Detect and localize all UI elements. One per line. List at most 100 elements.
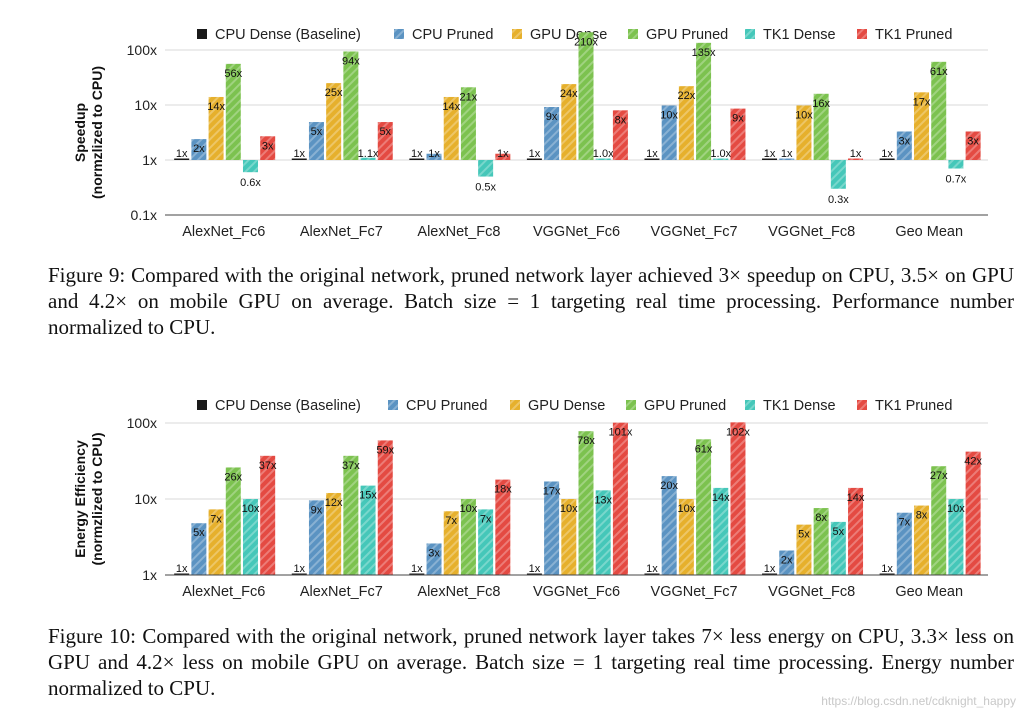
- bar-tk1-pruned: [495, 479, 511, 575]
- bar-tk1-dense: [478, 160, 494, 177]
- bar-cpu-pruned: [544, 106, 560, 160]
- bar-tk1-pruned: [730, 422, 746, 575]
- bar-cpu-dense-baseline: [644, 158, 660, 160]
- x-tick-label: VGGNet_Fc8: [768, 224, 855, 240]
- bar-value-label: 1.1x: [358, 148, 379, 160]
- bar-value-label: 5x: [833, 526, 845, 538]
- bar-value-label: 1x: [781, 148, 793, 160]
- legend-item-tk1-dense: TK1 Dense: [745, 398, 836, 414]
- bar-value-label: 21x: [460, 91, 478, 103]
- bar-tk1-pruned: [377, 440, 393, 575]
- legend-label: TK1 Dense: [763, 398, 836, 414]
- bar-gpu-pruned: [225, 63, 241, 161]
- bar-gpu-dense: [561, 84, 577, 160]
- bar-value-label: 13x: [594, 494, 612, 506]
- legend-swatch: [388, 400, 398, 410]
- x-tick-label: VGGNet_Fc7: [651, 584, 738, 600]
- bar-tk1-dense: [948, 160, 964, 169]
- bar-value-label: 10x: [677, 503, 695, 515]
- legend-swatch: [512, 29, 522, 39]
- bar-gpu-pruned: [813, 93, 829, 160]
- bar-value-label: 7x: [210, 513, 222, 525]
- legend-item-cpu-dense-baseline: CPU Dense (Baseline): [197, 27, 361, 43]
- legend-swatch: [857, 29, 867, 39]
- bar-cpu-dense-baseline: [291, 158, 307, 160]
- legend: CPU Dense (Baseline) CPU Pruned GPU Dense G…: [197, 398, 952, 414]
- bar-value-label: 1x: [881, 148, 893, 160]
- bar-value-label: 10x: [560, 503, 578, 515]
- bar-cpu-dense-baseline: [879, 158, 895, 160]
- legend-label: CPU Pruned: [406, 398, 487, 414]
- legend-label: CPU Dense (Baseline): [215, 27, 361, 43]
- bar-value-label: 1x: [428, 148, 440, 160]
- bar-value-label: 1x: [176, 563, 188, 575]
- x-tick-label: VGGNet_Fc7: [651, 224, 738, 240]
- legend-swatch: [745, 400, 755, 410]
- x-tick-label: AlexNet_Fc6: [182, 584, 265, 600]
- legend-label: CPU Dense (Baseline): [215, 398, 361, 414]
- bar-value-label: 101x: [608, 427, 632, 439]
- legend-label: CPU Pruned: [412, 27, 493, 43]
- bar-value-label: 56x: [224, 68, 242, 80]
- bar-cpu-pruned: [896, 131, 912, 160]
- y-tick-label: 10x: [134, 97, 157, 113]
- legend-swatch: [626, 400, 636, 410]
- bar-value-label: 1x: [646, 563, 658, 575]
- legend-item-gpu-dense: GPU Dense: [510, 398, 605, 414]
- bar-tk1-pruned: [495, 153, 511, 160]
- bar-value-label: 1.0x: [593, 148, 614, 160]
- bar-value-label: 2x: [193, 143, 205, 155]
- speedup-chart: CPU Dense (Baseline) CPU Pruned GPU Dense G…: [72, 27, 988, 240]
- legend-label: GPU Pruned: [644, 398, 726, 414]
- legend-label: TK1 Dense: [763, 27, 836, 43]
- bar-gpu-pruned: [578, 431, 594, 575]
- bar-tk1-dense: [830, 160, 846, 189]
- bar-value-label: 1x: [850, 148, 862, 160]
- bar-gpu-pruned: [696, 42, 712, 160]
- bar-cpu-dense-baseline: [174, 158, 190, 160]
- bar-tk1-dense: [713, 158, 729, 160]
- bar-value-label: 135x: [692, 47, 716, 59]
- bar-value-label: 24x: [560, 88, 578, 100]
- bar-value-label: 1x: [411, 563, 423, 575]
- y-tick-label: 10x: [134, 491, 157, 507]
- bar-value-label: 3x: [899, 135, 911, 147]
- legend-swatch: [394, 29, 404, 39]
- x-tick-label: VGGNet_Fc6: [533, 224, 620, 240]
- bar-tk1-pruned: [612, 110, 628, 160]
- bar-tk1-pruned: [612, 422, 628, 575]
- y-axis-label: (normzlized to CPU): [89, 433, 105, 566]
- bar-value-label: 7x: [445, 515, 457, 527]
- legend-swatch: [197, 400, 207, 410]
- bar-value-label: 20x: [660, 480, 678, 492]
- bar-value-label: 61x: [930, 66, 948, 78]
- bar-value-label: 17x: [543, 485, 561, 497]
- legend-item-tk1-pruned: TK1 Pruned: [857, 27, 952, 43]
- bar-value-label: 1x: [646, 148, 658, 160]
- bar-value-label: 0.6x: [240, 177, 261, 189]
- bar-gpu-dense: [208, 509, 224, 575]
- bar-group-vggnet-fc6: 1x 17x 10x 78x 13x 101x: [526, 422, 633, 575]
- bar-tk1-pruned: [965, 451, 981, 575]
- bar-group-geo-mean: 1x 7x 8x 27x 10x 42x: [879, 451, 982, 575]
- bar-value-label: 0.3x: [828, 194, 849, 206]
- bar-gpu-dense: [678, 499, 694, 575]
- bar-cpu-dense-baseline: [409, 158, 425, 160]
- bar-tk1-dense: [830, 521, 846, 575]
- bar-cpu-dense-baseline: [291, 573, 307, 575]
- legend-item-gpu-pruned: GPU Pruned: [628, 27, 728, 43]
- figure-10-caption: Figure 10: Compared with the original ne…: [48, 624, 1014, 700]
- bar-group-vggnet-fc7: 1x 20x 10x 61x 14x 102x: [644, 422, 750, 575]
- x-tick-label: Geo Mean: [895, 224, 963, 240]
- bar-gpu-pruned: [578, 32, 594, 160]
- bar-tk1-dense: [948, 499, 964, 575]
- y-tick-label: 100x: [127, 42, 157, 58]
- legend-label: GPU Dense: [528, 398, 605, 414]
- bar-gpu-pruned: [460, 499, 476, 575]
- bar-gpu-dense: [326, 83, 342, 160]
- bar-cpu-pruned: [426, 153, 442, 160]
- bar-cpu-pruned: [661, 105, 677, 160]
